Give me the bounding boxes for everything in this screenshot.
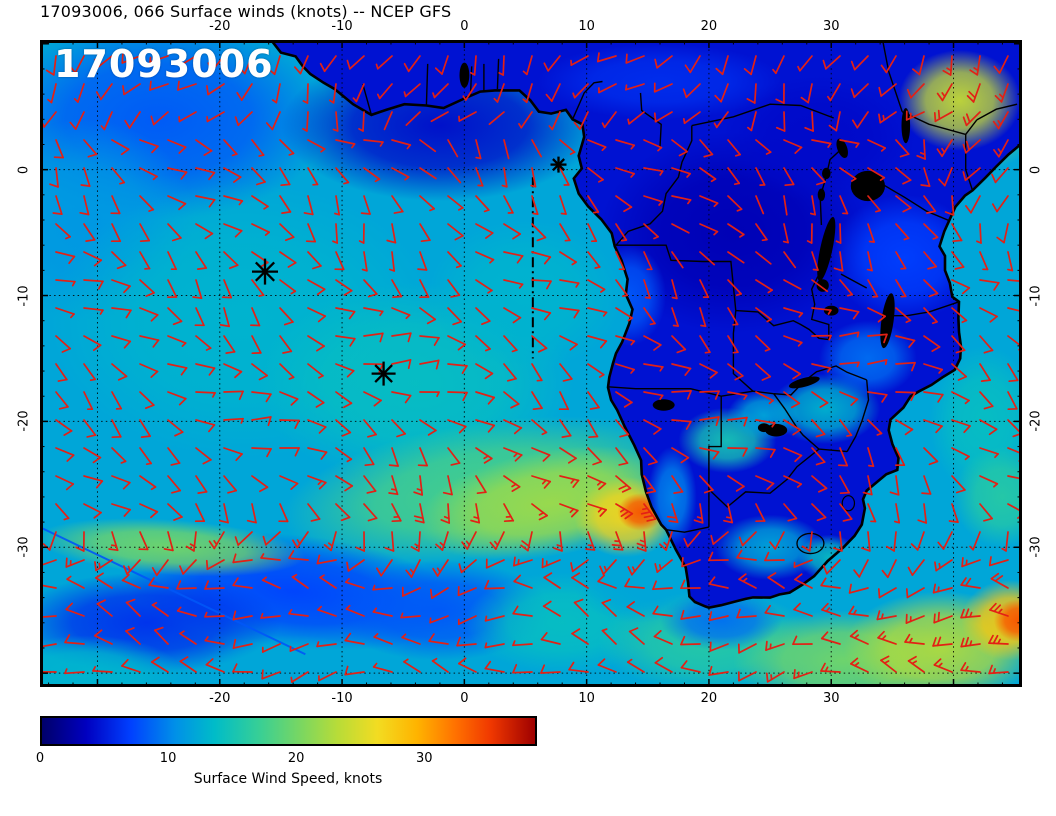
map-plot-area: 17093006: [40, 40, 1022, 687]
wind-barbs: [40, 52, 1022, 683]
colorbar-tick-label: 0: [35, 751, 45, 766]
colorbar-tick-label: 10: [159, 751, 177, 766]
lat-tick-label-left: -20: [16, 410, 32, 433]
figure-title: 17093006, 066 Surface winds (knots) -- N…: [40, 2, 452, 21]
lon-tick-label-top: 10: [578, 19, 595, 34]
lat-tick-label-right: 0: [1028, 165, 1044, 174]
lat-tick-label-left: -10: [16, 284, 32, 307]
lon-tick-label-bottom: -20: [209, 691, 231, 706]
lon-tick-label-top: 30: [822, 19, 840, 34]
colorbar-caption: Surface Wind Speed, knots: [193, 771, 383, 787]
lon-tick-label-top: -10: [331, 19, 353, 34]
lon-tick-label-bottom: 0: [460, 691, 469, 706]
lon-tick-label-top: 0: [460, 19, 469, 34]
lon-tick-label-top: -20: [209, 19, 231, 34]
colorbar-tick-label: 30: [415, 751, 433, 766]
plot-frame: [40, 40, 1022, 687]
lon-tick-label-bottom: 20: [700, 691, 718, 706]
marker-asterisk: [374, 364, 393, 383]
graticule: [40, 40, 1022, 687]
colorbar-tick-label: 20: [287, 751, 305, 766]
lat-tick-label-left: -30: [16, 536, 32, 558]
marker-asterisk: [552, 158, 566, 172]
lon-tick-label-top: 20: [700, 19, 718, 34]
lon-tick-label-bottom: 10: [578, 691, 595, 706]
lon-tick-label-bottom: -10: [331, 691, 353, 706]
lat-tick-label-left: 0: [16, 165, 32, 174]
asterisk-markers: [252, 156, 567, 386]
land-speed-shading: [537, 43, 1021, 580]
wind-map-canvas: [40, 40, 1022, 687]
lat-tick-label-right: -10: [1028, 284, 1044, 307]
colorbar-gradient: [40, 716, 537, 746]
lat-tick-label-right: -20: [1028, 410, 1044, 433]
coastline: [269, 40, 1022, 610]
ocean-front-line: [42, 527, 306, 656]
run-timestamp-overlay: 17093006: [54, 42, 274, 86]
lat-tick-label-right: -30: [1028, 536, 1044, 558]
marker-asterisk: [254, 261, 276, 282]
lon-tick-label-bottom: 30: [822, 691, 840, 706]
